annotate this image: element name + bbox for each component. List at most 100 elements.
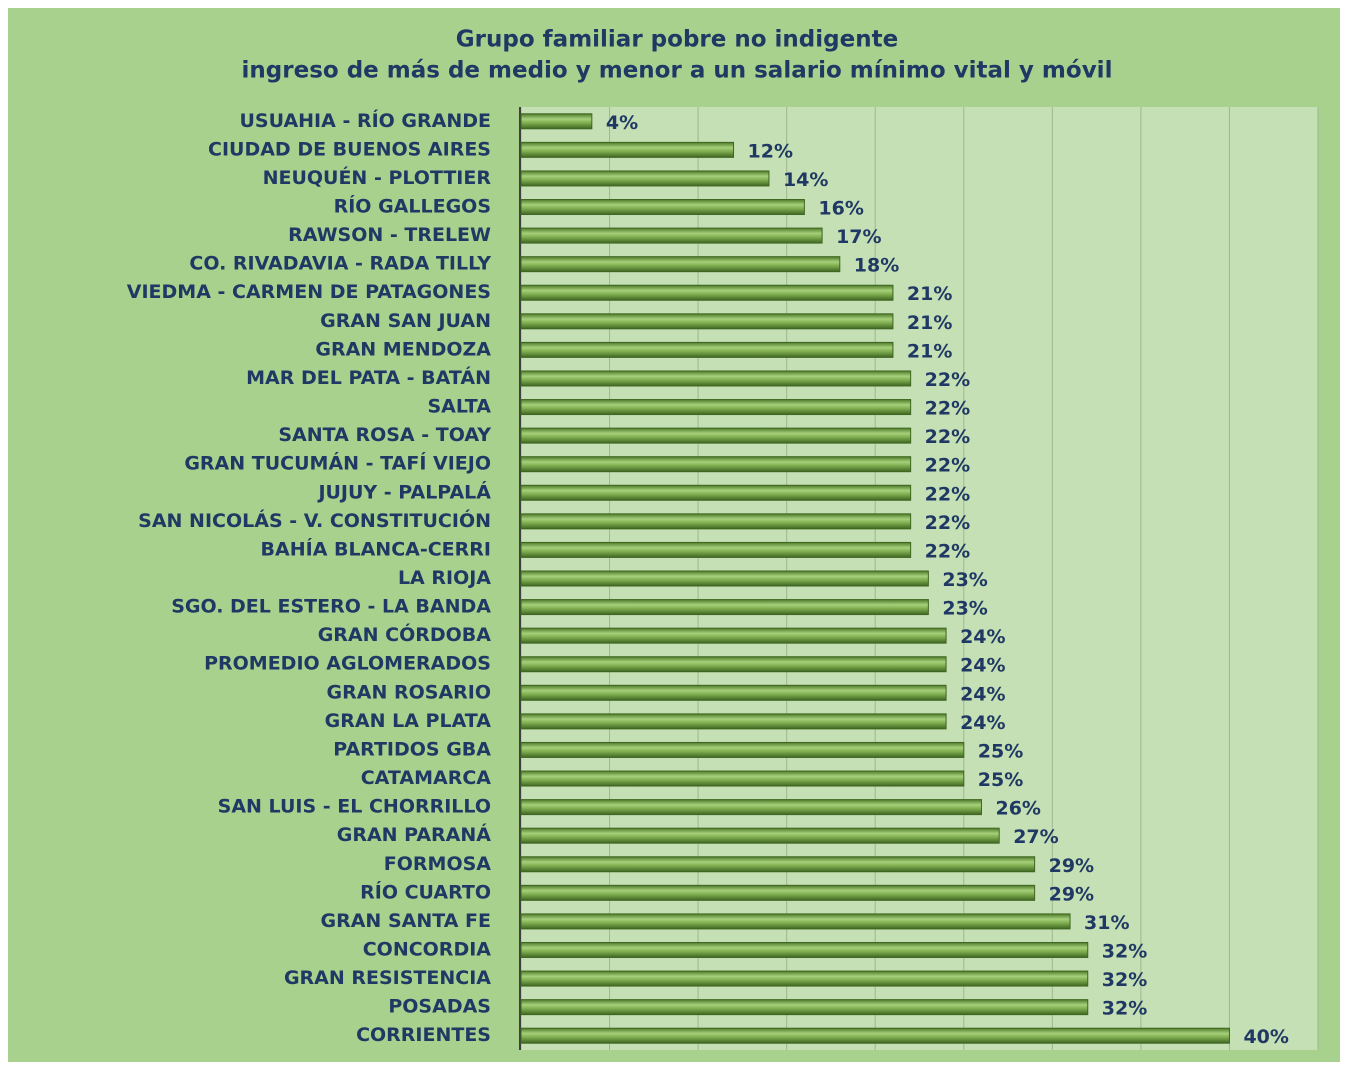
bar [520,427,912,444]
bar [520,1027,1230,1044]
data-label: 21% [907,340,952,362]
bar [520,884,1036,901]
y-tick-label: FORMOSA [384,853,492,875]
y-tick-label: GRAN SANTA FE [321,910,492,932]
data-label: 31% [1084,912,1129,934]
data-label: 24% [960,683,1005,705]
y-tick-label: JUJUY - PALPALÁ [316,480,491,503]
data-label: 4% [606,112,638,134]
data-label: 22% [925,369,970,391]
bar [520,627,947,644]
bar [520,370,912,387]
data-label: 23% [942,598,987,620]
bar [520,770,965,787]
data-label: 29% [1049,855,1094,877]
data-label: 23% [942,569,987,591]
y-tick-label: GRAN CÓRDOBA [318,622,492,646]
data-label: 14% [783,169,828,191]
bar [520,999,1089,1016]
data-label: 22% [925,398,970,420]
data-label: 18% [854,255,899,277]
bar [520,741,965,758]
bar [520,256,841,273]
y-tick-label: POSADAS [388,996,491,1018]
bar [520,913,1071,930]
data-label: 32% [1102,940,1147,962]
bar [520,941,1089,958]
bar [520,141,735,158]
data-label: 25% [978,740,1023,762]
bar [520,970,1089,987]
y-tick-label: GRAN MENDOZA [315,338,491,360]
bar [520,713,947,730]
y-tick-label: SANTA ROSA - TOAY [278,424,491,446]
y-tick-label: VIEDMA - CARMEN DE PATAGONES [127,281,491,303]
data-label: 27% [1013,826,1058,848]
bar [520,399,912,416]
data-label: 22% [925,540,970,562]
data-label: 22% [925,512,970,534]
data-label: 40% [1243,1026,1288,1048]
bar [520,199,805,216]
bar [520,799,982,816]
y-tick-label: GRAN PARANÁ [337,823,492,846]
data-label: 12% [748,140,793,162]
bar [520,227,823,244]
y-tick-label: BAHÍA BLANCA-CERRI [261,537,491,560]
data-label: 22% [925,426,970,448]
data-label: 29% [1049,883,1094,905]
bar [520,656,947,673]
y-tick-label: GRAN RESISTENCIA [284,967,491,989]
data-label: 32% [1102,998,1147,1020]
data-label: 25% [978,769,1023,791]
y-tick-label: PARTIDOS GBA [333,738,491,760]
bar [520,599,929,616]
data-label: 17% [836,226,881,248]
bar [520,113,593,130]
bar [520,570,929,587]
y-tick-label: GRAN TUCUMÁN - TAFÍ VIEJO [184,452,491,475]
y-tick-label: SALTA [427,396,491,418]
y-tick-label: NEUQUÉN - PLOTTIER [263,166,492,189]
y-tick-label: CO. RIVADAVIA - RADA TILLY [189,253,491,275]
y-tick-label: PROMEDIO AGLOMERADOS [204,653,491,675]
data-label: 21% [907,283,952,305]
y-tick-label: CIUDAD DE BUENOS AIRES [208,138,491,160]
bar [520,284,894,301]
bar [520,856,1036,873]
y-tick-label: CATAMARCA [361,767,492,789]
y-tick-label: LA RIOJA [398,567,491,589]
y-tick-label: CONCORDIA [363,938,492,960]
data-label: 32% [1102,969,1147,991]
bar [520,456,912,473]
data-label: 22% [925,455,970,477]
bar [520,484,912,501]
data-label: 24% [960,626,1005,648]
y-tick-label: GRAN ROSARIO [327,681,491,703]
bar [520,827,1000,844]
bar [520,513,912,530]
bar [520,170,770,187]
data-label: 21% [907,312,952,334]
y-tick-label: SAN LUIS - EL CHORRILLO [218,796,491,818]
chart-subtitle: ingreso de más de medio y menor a un sal… [242,58,1113,84]
chart-title: Grupo familiar pobre no indigente [456,27,898,53]
data-label: 16% [818,198,863,220]
y-tick-label: CORRIENTES [356,1024,491,1046]
data-label: 24% [960,655,1005,677]
data-label: 24% [960,712,1005,734]
y-tick-label: GRAN SAN JUAN [320,310,491,332]
y-tick-label: USUAHIA - RÍO GRANDE [240,109,492,132]
y-tick-label: GRAN LA PLATA [325,710,492,732]
y-tick-label: RÍO CUARTO [360,880,491,903]
y-tick-label: MAR DEL PATA - BATÁN [246,366,491,389]
bar [520,541,912,558]
bar [520,341,894,358]
y-tick-label: RAWSON - TRELEW [288,224,491,246]
data-label: 26% [995,798,1040,820]
data-label: 22% [925,483,970,505]
bar [520,313,894,330]
y-tick-label: SGO. DEL ESTERO - LA BANDA [171,596,491,618]
y-tick-label: RÍO GALLEGOS [334,195,491,218]
